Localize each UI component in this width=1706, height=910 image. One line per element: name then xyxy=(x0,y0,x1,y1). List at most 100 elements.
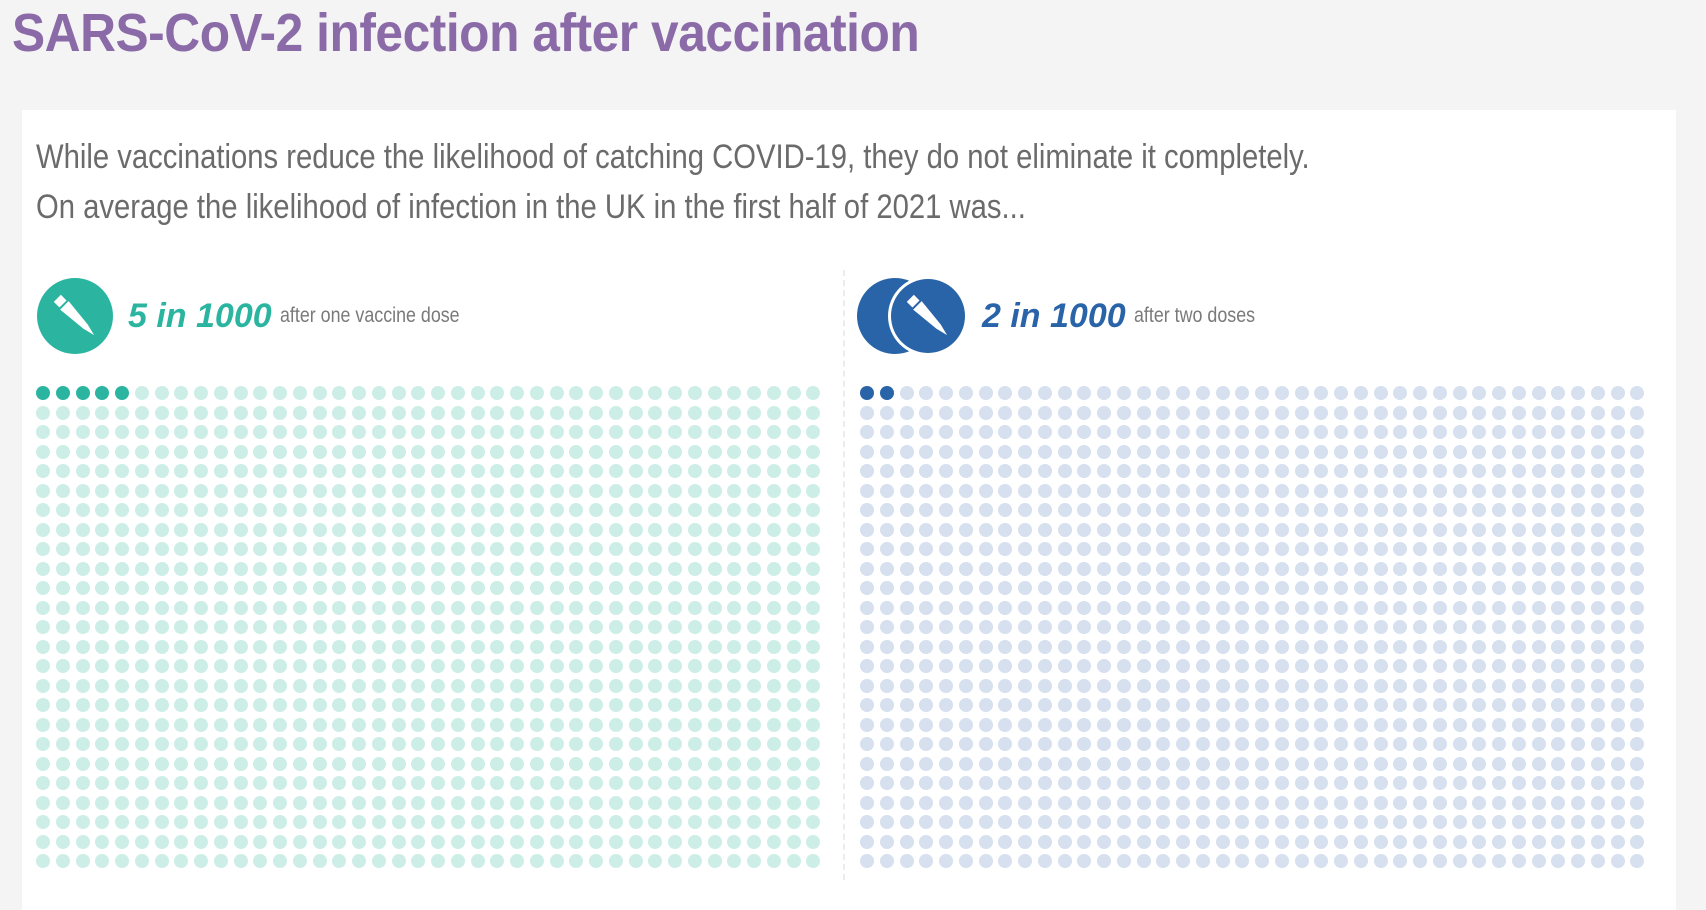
dot-uninfected xyxy=(806,639,821,654)
dot-uninfected xyxy=(766,444,781,459)
dot-uninfected xyxy=(860,795,874,810)
dot-uninfected xyxy=(1571,834,1585,849)
dot-uninfected xyxy=(411,581,426,595)
dot-uninfected xyxy=(1314,815,1329,829)
dot-uninfected xyxy=(668,444,682,459)
dot-uninfected xyxy=(1018,542,1032,556)
dot-uninfected xyxy=(1393,503,1408,517)
dot-uninfected xyxy=(1274,386,1289,400)
dot-uninfected xyxy=(292,776,307,790)
dot-uninfected xyxy=(1511,483,1526,498)
dot-uninfected xyxy=(1215,795,1230,810)
dot-uninfected xyxy=(806,834,821,849)
dot-uninfected xyxy=(273,405,287,420)
dot-uninfected xyxy=(1492,425,1506,439)
dot-uninfected xyxy=(998,756,1013,771)
dot-uninfected xyxy=(978,776,993,790)
dot-uninfected xyxy=(174,464,189,478)
dot-uninfected xyxy=(1551,620,1566,634)
dot-uninfected xyxy=(978,405,993,420)
dot-uninfected xyxy=(174,600,189,615)
dot-uninfected xyxy=(747,600,761,615)
dot-uninfected xyxy=(1590,522,1605,537)
dot-uninfected xyxy=(1472,503,1487,517)
dot-uninfected xyxy=(1274,834,1289,849)
dot-uninfected xyxy=(707,698,722,712)
dot-uninfected xyxy=(628,405,643,420)
dot-uninfected xyxy=(1511,795,1526,810)
dot-uninfected xyxy=(1255,405,1269,420)
dot-uninfected xyxy=(919,756,934,771)
dot-uninfected xyxy=(1176,620,1190,634)
dot-uninfected xyxy=(648,386,663,400)
dot-uninfected xyxy=(510,503,524,517)
dot-uninfected xyxy=(154,600,169,615)
dot-uninfected xyxy=(1413,795,1427,810)
dot-uninfected xyxy=(253,405,268,420)
dot-uninfected xyxy=(154,444,169,459)
dot-uninfected xyxy=(1274,659,1289,673)
dot-uninfected xyxy=(411,659,426,673)
dot-uninfected xyxy=(273,737,287,751)
dot-uninfected xyxy=(1590,425,1605,439)
dot-uninfected xyxy=(154,659,169,673)
dot-uninfected xyxy=(1156,834,1171,849)
double-syringe-icon xyxy=(856,276,968,356)
dot-uninfected xyxy=(1590,464,1605,478)
dot-uninfected xyxy=(1571,444,1585,459)
dot-uninfected xyxy=(1116,815,1131,829)
dot-uninfected xyxy=(1018,834,1032,849)
dot-uninfected xyxy=(194,425,208,439)
dot-uninfected xyxy=(510,405,524,420)
dot-uninfected xyxy=(391,542,406,556)
dot-uninfected xyxy=(1413,678,1427,693)
dot-uninfected xyxy=(958,386,973,400)
dot-uninfected xyxy=(510,776,524,790)
dot-uninfected xyxy=(1472,444,1487,459)
dot-uninfected xyxy=(332,561,347,576)
panel-one-dose-header: 5 in 1000 after one vaccine dose xyxy=(36,276,491,356)
dot-uninfected xyxy=(490,600,505,615)
dot-uninfected xyxy=(431,483,445,498)
dot-uninfected xyxy=(1018,678,1032,693)
dot-uninfected xyxy=(998,600,1013,615)
dot-uninfected xyxy=(569,464,584,478)
dot-uninfected xyxy=(1610,386,1625,400)
dot-uninfected xyxy=(233,600,248,615)
dot-uninfected xyxy=(608,854,623,868)
dot-uninfected xyxy=(1097,815,1111,829)
dot-uninfected xyxy=(1077,717,1092,732)
dot-uninfected xyxy=(1531,620,1546,634)
dot-uninfected xyxy=(628,854,643,868)
dot-uninfected xyxy=(75,834,90,849)
dot-uninfected xyxy=(1136,386,1151,400)
dot-uninfected xyxy=(879,737,894,751)
dot-uninfected xyxy=(233,776,248,790)
dot-uninfected xyxy=(1215,600,1230,615)
dot-uninfected xyxy=(1037,405,1052,420)
dot-uninfected xyxy=(1294,620,1309,634)
dot-uninfected xyxy=(450,600,465,615)
dot-uninfected xyxy=(628,542,643,556)
dot-uninfected xyxy=(1630,756,1645,771)
dot-uninfected xyxy=(648,542,663,556)
dot-uninfected xyxy=(998,620,1013,634)
dot-uninfected xyxy=(1551,834,1566,849)
dot-uninfected xyxy=(1334,561,1348,576)
dot-uninfected xyxy=(919,639,934,654)
dot-uninfected xyxy=(1294,522,1309,537)
dot-uninfected xyxy=(1531,483,1546,498)
dot-uninfected xyxy=(879,620,894,634)
dot-uninfected xyxy=(707,542,722,556)
dot-uninfected xyxy=(860,815,874,829)
dot-uninfected xyxy=(1334,854,1348,868)
dot-uninfected xyxy=(589,737,603,751)
dot-uninfected xyxy=(1018,717,1032,732)
dot-uninfected xyxy=(1334,581,1348,595)
dot-uninfected xyxy=(36,620,50,634)
dot-uninfected xyxy=(687,795,702,810)
dot-uninfected xyxy=(470,405,485,420)
dot-uninfected xyxy=(1195,776,1210,790)
dot-uninfected xyxy=(431,503,445,517)
dot-uninfected xyxy=(1255,717,1269,732)
